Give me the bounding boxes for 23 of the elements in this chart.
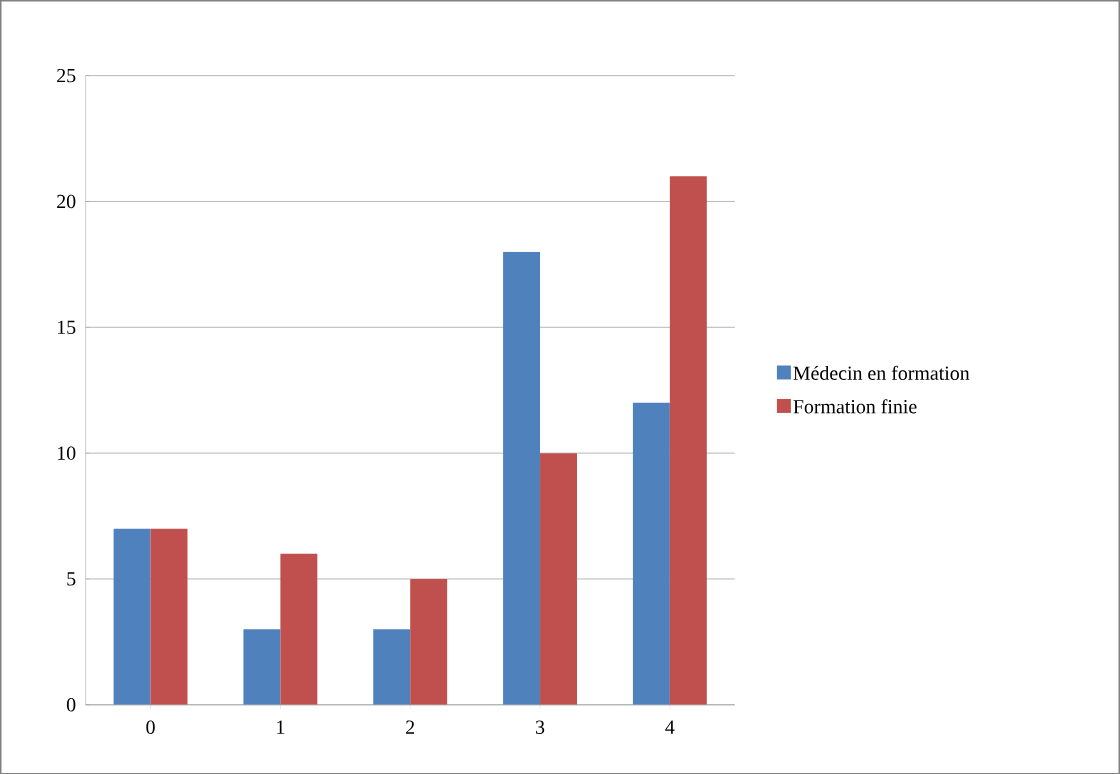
y-tick-label: 25 [57,68,76,83]
bar [540,452,577,705]
bar [410,578,448,705]
x-tick-label: 3 [536,720,545,734]
y-tick-label: 15 [57,320,76,334]
x-tick-label: 0 [146,720,155,734]
bar [243,629,281,705]
x-tick-label: 1 [277,720,285,734]
y-tick-label: 5 [67,572,76,586]
bar [669,176,707,705]
x-tick-label: 2 [406,720,415,734]
bar [503,251,541,705]
bar [373,629,411,705]
bar [113,528,151,705]
legend-label: Formation finie [793,398,917,414]
x-tick-label: 4 [665,720,675,734]
bar [632,402,670,705]
legend-label: Médecin en formation [793,365,970,380]
y-tick-label: 0 [66,697,76,712]
y-tick-label: 20 [57,194,76,208]
y-tick-label: 10 [57,446,76,460]
bar [150,528,188,705]
bar [280,553,318,705]
